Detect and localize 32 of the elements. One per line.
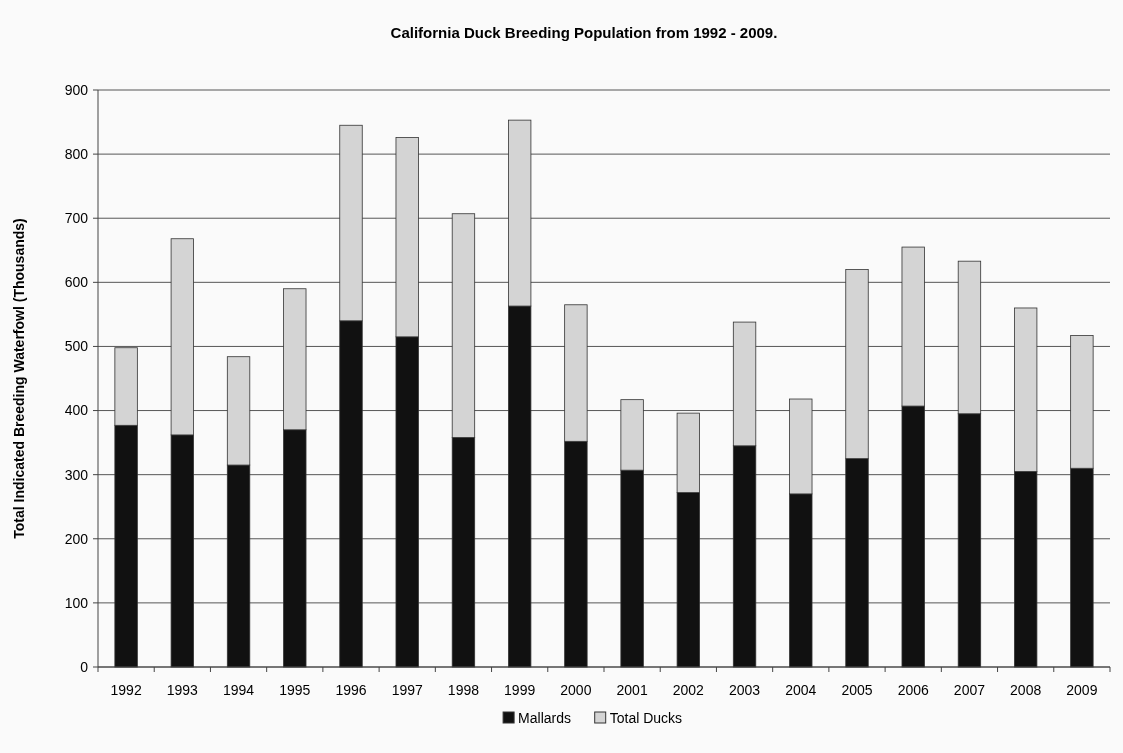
x-tick-label: 2003: [728, 682, 761, 698]
x-tick-label: 2000: [560, 682, 592, 698]
y-tick-label: 400: [64, 402, 89, 419]
y-tick-label: 0: [80, 658, 89, 675]
legend-label: Mallards: [518, 709, 572, 726]
y-tick-label: 900: [64, 81, 89, 98]
x-tick-label: 1992: [110, 682, 142, 698]
x-tick-label: 1997: [391, 682, 423, 698]
x-tick-label: 2007: [953, 682, 986, 698]
x-tick-label: 2005: [841, 682, 873, 698]
chart-title: California Duck Breeding Population from 1992 - 2009.: [390, 24, 778, 41]
x-tick-label: 1994: [222, 682, 255, 698]
x-tick-label: 1996: [335, 682, 367, 698]
y-tick-label: 700: [64, 210, 89, 227]
x-tick-label: 2004: [785, 682, 817, 698]
x-tick-label: 2009: [1066, 682, 1098, 698]
y-tick-label: 100: [64, 594, 89, 611]
y-tick-label: 300: [64, 466, 89, 483]
x-tick-label: 2002: [672, 682, 705, 698]
legend-label: Total Ducks: [609, 709, 683, 726]
x-tick-label: 1995: [279, 682, 311, 698]
x-tick-label: 1993: [166, 682, 199, 698]
x-tick-label: 1998: [447, 682, 480, 698]
x-tick-label: 1999: [504, 682, 536, 698]
y-tick-label: 500: [64, 338, 89, 355]
y-axis-title: Total Indicated Breeding Waterfowl (Thousands): [11, 218, 27, 539]
y-tick-label: 200: [64, 530, 89, 547]
y-tick-label: 600: [64, 274, 89, 291]
x-tick-label: 2006: [897, 682, 929, 698]
x-tick-label: 2001: [616, 682, 648, 698]
y-tick-label: 800: [64, 146, 89, 163]
x-tick-label: 2008: [1010, 682, 1042, 698]
